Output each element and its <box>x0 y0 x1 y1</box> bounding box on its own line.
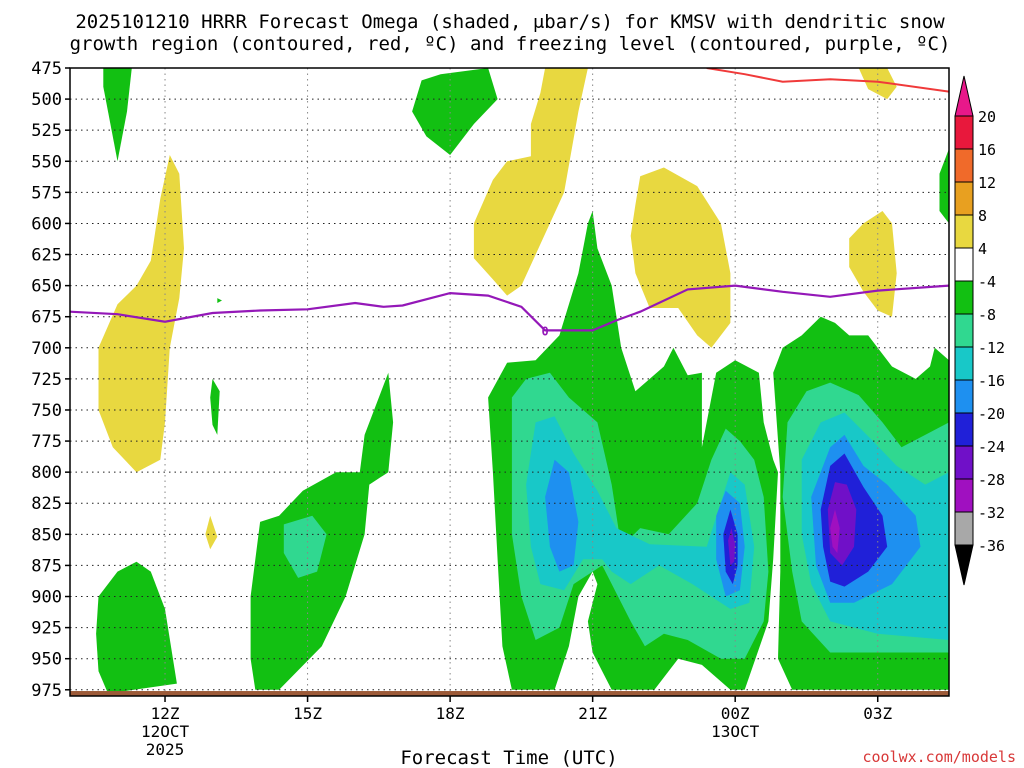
y-tick-label: 700 <box>31 339 62 359</box>
colorbar-swatch <box>954 181 974 216</box>
omega-region-1-level-4 <box>205 515 218 550</box>
x-tick-label: 15Z <box>293 704 322 723</box>
x-tick-date-label: 13OCT <box>711 722 760 741</box>
x-tick-label: 18Z <box>436 704 465 723</box>
colorbar-swatch <box>954 115 974 150</box>
y-tick-label: 525 <box>31 121 62 141</box>
y-tick-label: 850 <box>31 525 62 545</box>
y-tick-label: 975 <box>31 681 62 701</box>
y-tick-label: 625 <box>31 246 62 266</box>
y-tick-label: 600 <box>31 214 62 234</box>
y-tick-label: 800 <box>31 463 62 483</box>
colorbar-label: -12 <box>978 339 1005 357</box>
colorbar-swatch <box>954 148 974 183</box>
colorbar-swatch <box>954 280 974 315</box>
x-tick-label: 00Z <box>721 704 750 723</box>
omega-region-15-level--8 <box>283 515 327 578</box>
omega-region-27-level--28 <box>830 509 840 553</box>
colorbar-label: -32 <box>978 504 1005 522</box>
omega-region-20-level--16 <box>545 459 579 572</box>
omega-region-7-level--4 <box>210 378 220 435</box>
chart-title-line1: 2025101210 HRRR Forecast Omega (shaded, … <box>75 11 945 33</box>
freezing-level-line <box>70 284 949 332</box>
colorbar-top-arrow <box>954 75 974 117</box>
y-tick-label: 925 <box>31 619 62 639</box>
colorbar-swatch <box>954 511 974 546</box>
colorbar-bottom-arrow <box>954 544 974 586</box>
omega-region-10-level--4 <box>412 68 498 155</box>
y-tick-label: 900 <box>31 588 62 608</box>
x-tick-label: 12Z <box>151 704 180 723</box>
contours: 0 <box>70 68 949 338</box>
colorbar-label: 16 <box>978 141 996 159</box>
y-tick-label: 675 <box>31 308 62 328</box>
ground-strip <box>70 691 949 696</box>
colorbar-label: 20 <box>978 108 996 126</box>
colorbar-label: -20 <box>978 405 1005 423</box>
y-tick-label: 750 <box>31 401 62 421</box>
grid-lines <box>70 68 949 696</box>
colorbar-label: -8 <box>978 306 996 324</box>
colorbar-label: -16 <box>978 372 1005 390</box>
colorbar-label: 12 <box>978 174 996 192</box>
y-tick-label: 550 <box>31 152 62 172</box>
chart-title-line2: growth region (contoured, red, ºC) and f… <box>70 33 951 55</box>
y-tick-label: 650 <box>31 277 62 297</box>
colorbar-label: -36 <box>978 537 1005 555</box>
colorbar-swatch <box>954 412 974 447</box>
omega-region-6-level--4 <box>103 68 132 162</box>
colorbar: 20 16 12 8 4 -4 -8 -12 -16 -20 -24 -28 -32 -36 <box>954 75 1005 586</box>
y-tick-label: 825 <box>31 494 62 514</box>
colorbar-label: -4 <box>978 273 996 291</box>
x-tick-date-label: 12OCT <box>141 722 190 741</box>
omega-region-2-level-4 <box>473 68 588 296</box>
colorbar-label: -24 <box>978 438 1005 456</box>
colorbar-swatch <box>954 214 974 249</box>
plot-frame <box>69 67 950 697</box>
omega-region-3-level-4 <box>630 167 731 348</box>
colorbar-swatch <box>954 346 974 381</box>
omega-region-13-level--4 <box>939 148 949 224</box>
colorbar-swatch <box>954 247 974 282</box>
x-tick-label: 03Z <box>863 704 892 723</box>
colorbar-swatch <box>954 445 974 480</box>
freezing-level-label: 0 <box>542 324 549 338</box>
y-tick-label: 725 <box>31 370 62 390</box>
y-tick-label: 500 <box>31 90 62 110</box>
colorbar-swatch <box>954 313 974 348</box>
colorbar-swatch <box>954 379 974 414</box>
y-tick-label: 575 <box>31 183 62 203</box>
omega-region-25-level--24 <box>728 528 736 566</box>
y-tick-label: 475 <box>31 59 62 79</box>
axes: 475 500 525 550 575 600 625 650 675 700 725 750 775 8… <box>31 59 892 759</box>
x-axis-label: Forecast Time (UTC) <box>400 747 617 768</box>
colorbar-label: 4 <box>978 240 987 258</box>
colorbar-label: 8 <box>978 207 987 225</box>
colorbar-swatch <box>954 478 974 513</box>
omega-region-18-level--12 <box>526 416 755 609</box>
y-tick-label: 775 <box>31 432 62 452</box>
omega-region-5-level-4 <box>858 68 897 100</box>
credit-text: coolwx.com/models <box>862 748 1016 766</box>
y-tick-label: 950 <box>31 650 62 670</box>
dgz-contour-line <box>706 68 949 93</box>
omega-region-0-level-4 <box>98 155 184 473</box>
x-tick-label: 21Z <box>578 704 607 723</box>
y-tick-label: 875 <box>31 556 62 576</box>
omega-region-14-level--4 <box>217 298 222 303</box>
x-tick-year-label: 2025 <box>146 740 185 759</box>
colorbar-label: -28 <box>978 471 1005 489</box>
